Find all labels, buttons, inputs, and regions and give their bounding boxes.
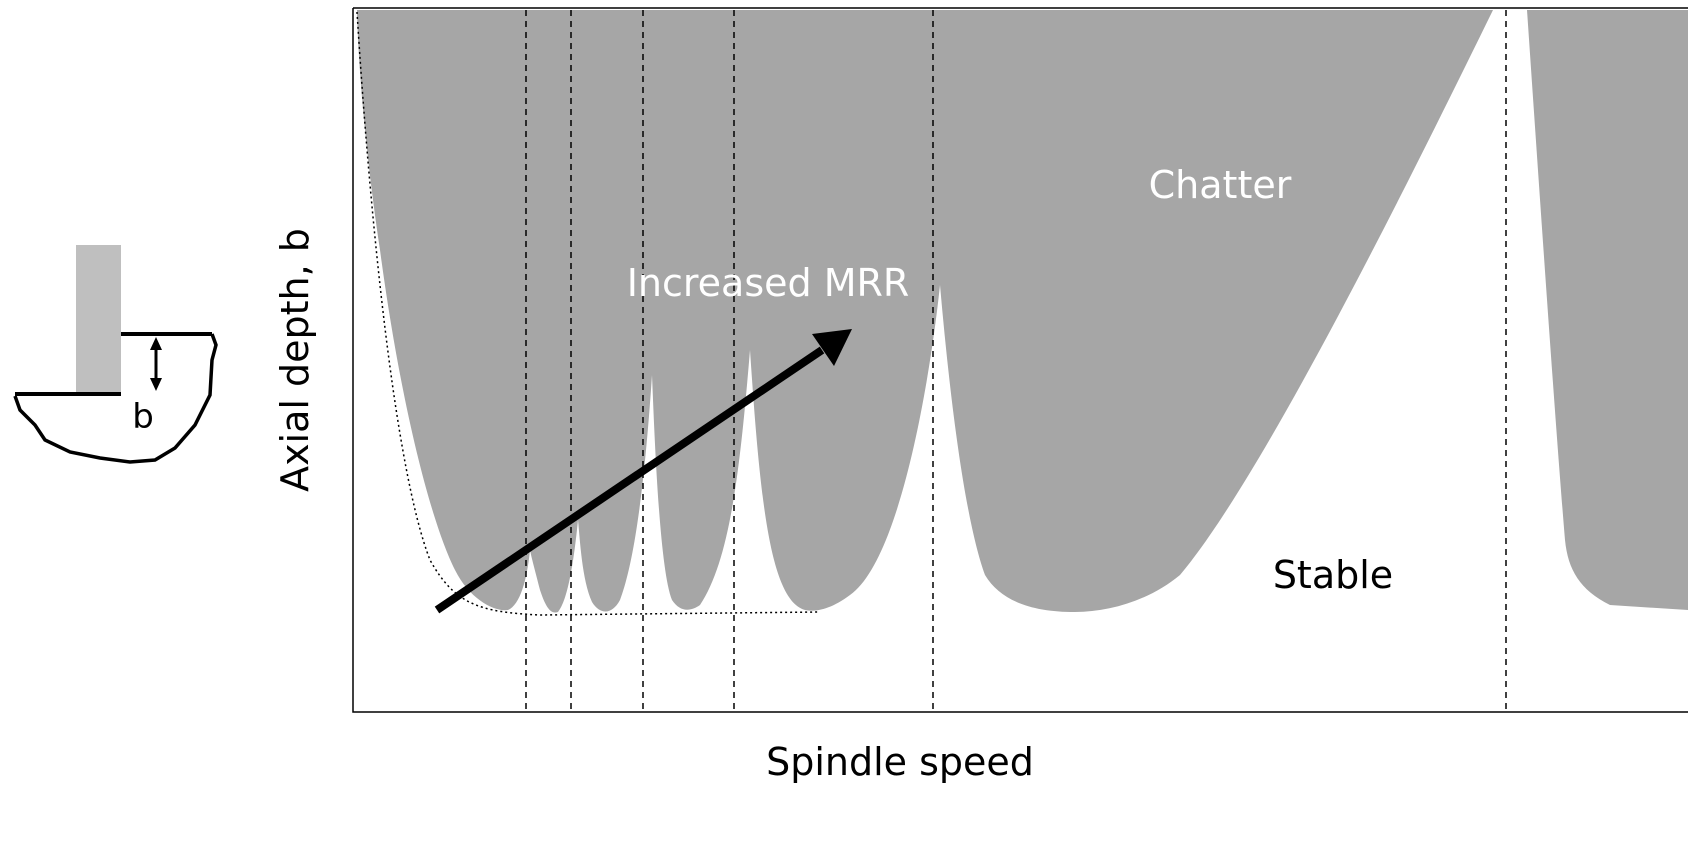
- chatter-region-right: [1527, 10, 1688, 610]
- mrr-arrowhead: [812, 329, 852, 366]
- tool-sketch: b: [13, 245, 218, 464]
- axes-frame: [352, 7, 1688, 713]
- chatter-region: [357, 10, 1493, 613]
- workpiece-outline: [13, 333, 218, 464]
- chatter-label: Chatter: [1149, 163, 1292, 207]
- mrr-label: Increased MRR: [627, 261, 910, 305]
- tool: [76, 245, 121, 393]
- mrr-arrow: [434, 346, 825, 614]
- plot: Chatter Increased MRR Stable: [352, 7, 1688, 713]
- asymptote-curve: [356, 11, 821, 616]
- lobe-lines: [525, 10, 1507, 712]
- x-axis-label: Spindle speed: [766, 740, 1034, 784]
- y-axis-label: Axial depth, b: [273, 228, 317, 492]
- depth-label: b: [132, 397, 154, 437]
- depth-arrowheads: [150, 337, 162, 391]
- stable-label: Stable: [1273, 553, 1393, 597]
